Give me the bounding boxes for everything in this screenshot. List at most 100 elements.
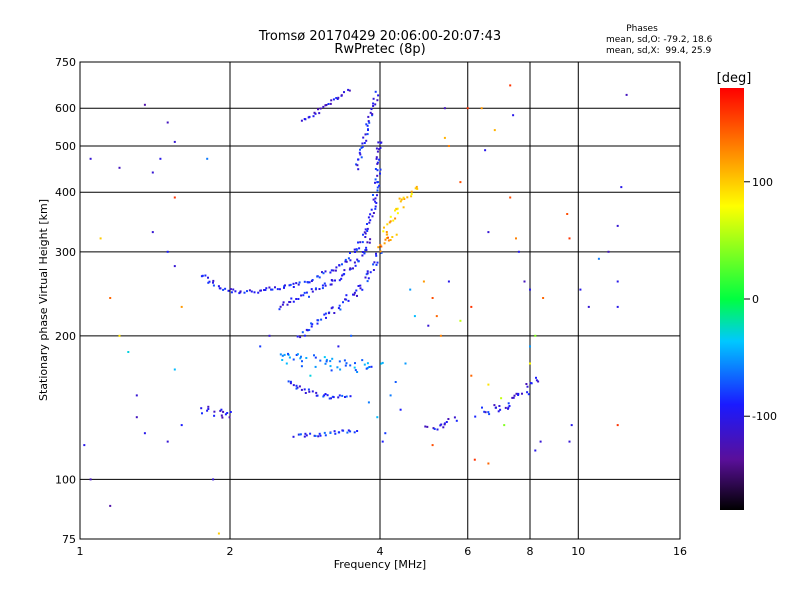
data-point: [341, 394, 344, 397]
data-point: [318, 288, 321, 290]
data-point: [274, 286, 276, 289]
data-point: [217, 285, 220, 288]
data-point: [387, 239, 390, 242]
y-tick-label: 500: [55, 140, 76, 153]
phase-info-title: Phases: [626, 24, 658, 34]
data-point: [384, 432, 387, 435]
data-point: [173, 196, 176, 199]
data-point: [303, 435, 306, 438]
data-point: [325, 360, 328, 363]
data-point: [369, 271, 372, 274]
data-point: [455, 419, 458, 422]
data-point: [311, 290, 314, 293]
data-point: [389, 220, 392, 223]
data-point: [363, 363, 366, 366]
data-point: [253, 291, 256, 294]
data-point: [376, 181, 379, 184]
data-point: [276, 288, 279, 291]
data-point: [354, 251, 356, 253]
data-point: [349, 395, 352, 398]
data-point: [380, 251, 383, 254]
data-point: [347, 88, 350, 91]
data-point: [292, 435, 295, 438]
data-point: [607, 250, 610, 253]
data-point: [288, 284, 291, 287]
data-point: [271, 288, 274, 291]
data-point: [445, 421, 448, 423]
data-point: [292, 286, 295, 288]
y-tick-label: 400: [55, 186, 76, 199]
data-point: [350, 334, 353, 337]
data-point: [376, 162, 379, 165]
data-point: [507, 406, 510, 409]
data-point: [319, 434, 322, 437]
data-point: [301, 360, 303, 363]
data-point: [318, 276, 321, 279]
data-point: [359, 148, 361, 151]
grid-lines: [80, 62, 680, 539]
data-point: [310, 288, 313, 291]
data-point: [367, 115, 370, 118]
data-point: [517, 394, 520, 396]
data-point: [268, 286, 271, 289]
data-point: [287, 380, 290, 383]
data-point: [151, 171, 154, 174]
data-point: [378, 184, 381, 187]
data-point: [323, 282, 326, 285]
data-point: [314, 435, 317, 437]
x-tick-label: 10: [571, 545, 585, 558]
data-point: [395, 233, 398, 236]
data-point: [439, 334, 442, 337]
data-point: [402, 206, 405, 209]
data-point: [166, 121, 169, 124]
data-point: [372, 269, 375, 271]
data-point: [395, 207, 398, 210]
data-point: [447, 418, 450, 420]
data-point: [355, 248, 358, 251]
data-point: [357, 285, 360, 287]
data-point: [329, 102, 332, 105]
data-point: [383, 226, 385, 229]
data-point: [310, 325, 313, 328]
data-point: [388, 221, 391, 224]
data-point: [295, 387, 298, 390]
data-point: [376, 194, 378, 197]
data-point: [308, 329, 311, 331]
x-tick-label: 8: [527, 545, 534, 558]
data-point: [330, 269, 333, 272]
data-point: [314, 365, 317, 368]
data-point: [394, 217, 397, 220]
data-point: [355, 289, 358, 292]
data-point: [330, 397, 332, 400]
data-point: [289, 382, 292, 385]
data-point: [374, 90, 377, 93]
data-point: [349, 364, 352, 367]
data-point: [349, 430, 352, 433]
data-point: [324, 362, 327, 365]
data-point: [453, 416, 456, 419]
data-point: [570, 424, 573, 427]
data-point: [311, 323, 314, 326]
data-point: [523, 280, 526, 283]
data-point: [143, 103, 146, 106]
data-point: [260, 289, 262, 292]
data-point: [357, 168, 360, 171]
data-point: [213, 410, 216, 413]
data-point: [526, 391, 529, 394]
colorbar-label: [deg]: [717, 71, 752, 86]
data-point: [322, 395, 325, 398]
data-point: [442, 426, 445, 429]
data-point: [409, 288, 412, 291]
data-point: [343, 359, 346, 362]
data-point: [366, 362, 369, 365]
data-point: [333, 430, 336, 433]
data-point: [487, 383, 490, 386]
data-point: [487, 411, 490, 414]
data-point: [118, 334, 121, 337]
data-point: [308, 281, 311, 284]
data-point: [322, 105, 325, 108]
data-point: [207, 281, 210, 284]
data-point: [345, 362, 348, 365]
data-point: [379, 250, 382, 253]
data-point: [480, 107, 483, 110]
